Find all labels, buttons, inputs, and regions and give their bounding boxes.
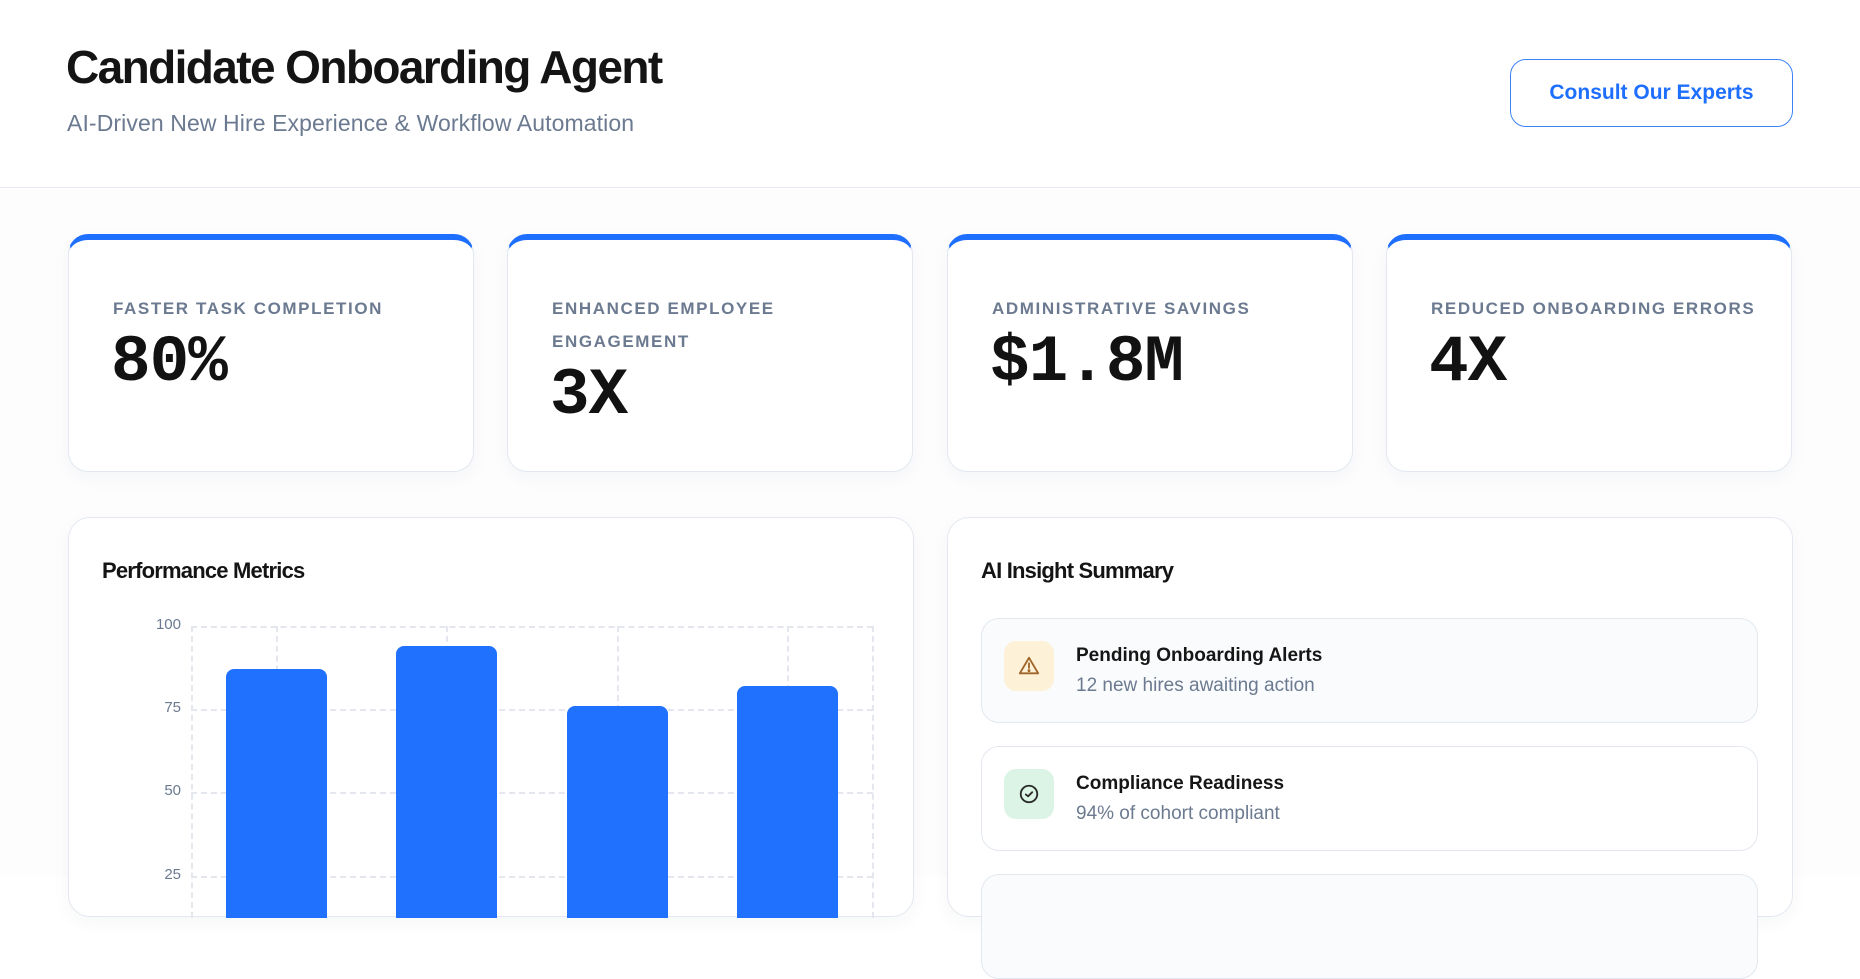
insight-item-pending-alerts[interactable]: Pending Onboarding Alerts 12 new hires a…: [981, 618, 1758, 723]
panel-title: Performance Metrics: [102, 558, 305, 583]
insight-subtitle: 94% of cohort compliant: [1076, 803, 1280, 824]
stat-value: 80%: [111, 325, 228, 400]
stat-card-task-completion: FASTER TASK COMPLETION 80%: [68, 234, 474, 472]
stat-label: FASTER TASK COMPLETION: [113, 299, 384, 318]
ai-insight-summary-panel: AI Insight Summary Pending Onboarding Al…: [947, 517, 1793, 979]
stat-value: 3X: [550, 358, 628, 433]
gridline: [872, 626, 874, 918]
check-circle-icon: [1004, 769, 1054, 819]
gridline: [191, 626, 193, 918]
stat-value: 4X: [1429, 325, 1507, 400]
stat-label: REDUCED ONBOARDING ERRORS: [1431, 299, 1756, 318]
page-subtitle: AI-Driven New Hire Experience & Workflow…: [67, 110, 635, 136]
performance-metrics-panel: Performance Metrics 100 75 50 25: [68, 517, 914, 918]
stat-card-onboarding-errors: REDUCED ONBOARDING ERRORS 4X: [1386, 234, 1792, 472]
insight-title: Compliance Readiness: [1076, 773, 1285, 794]
stat-label: ENHANCED EMPLOYEE ENGAGEMENT: [552, 299, 775, 351]
y-tick-label: 100: [155, 616, 181, 633]
warning-triangle-icon: [1004, 641, 1054, 691]
chart-bar[interactable]: [226, 669, 327, 918]
chart-bar[interactable]: [396, 645, 497, 918]
performance-bar-chart: 100 75 50 25: [69, 518, 914, 918]
y-tick-label: 50: [164, 782, 181, 799]
gridline: [191, 792, 873, 794]
y-tick-label: 75: [164, 699, 181, 716]
y-tick-label: 25: [164, 866, 181, 883]
page-title: Candidate Onboarding Agent: [66, 41, 663, 93]
stat-card-admin-savings: ADMINISTRATIVE SAVINGS $1.8M: [947, 234, 1353, 472]
stat-label: ADMINISTRATIVE SAVINGS: [992, 299, 1251, 318]
consult-experts-button[interactable]: Consult Our Experts: [1510, 59, 1793, 127]
stat-card-employee-engagement: ENHANCED EMPLOYEE ENGAGEMENT 3X: [507, 234, 913, 472]
page-header: Candidate Onboarding Agent AI-Driven New…: [0, 0, 1860, 188]
stat-value: $1.8M: [990, 325, 1184, 400]
chart-bar[interactable]: [737, 685, 838, 918]
chart-bar[interactable]: [567, 705, 668, 918]
dashboard-main: FASTER TASK COMPLETION 80% ENHANCED EMPL…: [0, 189, 1860, 979]
insight-subtitle: 12 new hires awaiting action: [1076, 675, 1315, 696]
panel-title: AI Insight Summary: [981, 558, 1174, 583]
insight-item-partial[interactable]: [981, 874, 1758, 979]
gridline: [191, 626, 873, 628]
insight-title: Pending Onboarding Alerts: [1076, 645, 1323, 666]
insight-item-compliance-readiness[interactable]: Compliance Readiness 94% of cohort compl…: [981, 746, 1758, 851]
gridline: [191, 709, 873, 711]
